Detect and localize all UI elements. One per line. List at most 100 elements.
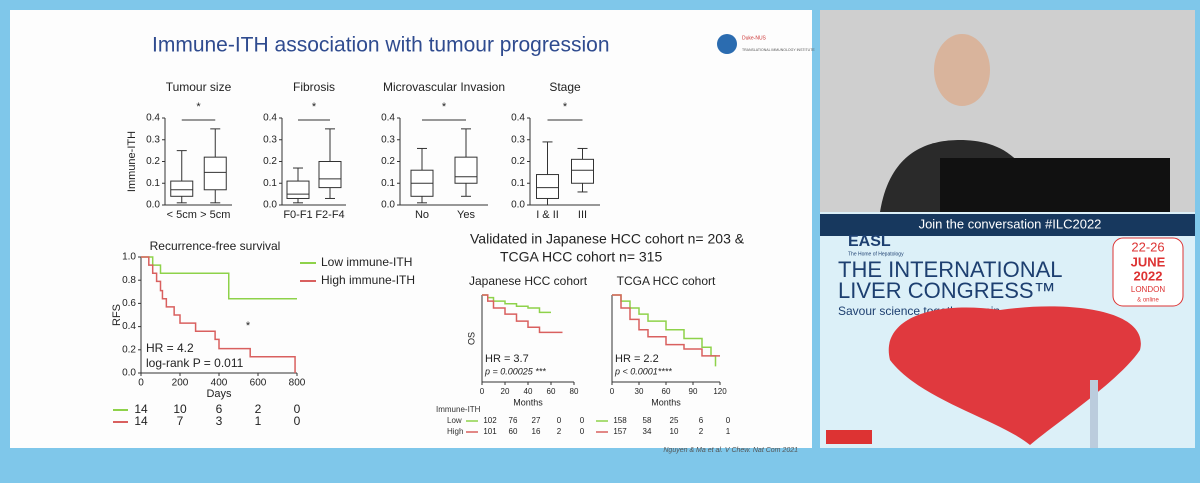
x-axis-label: Months [651,397,681,407]
chart-title: Recurrence-free survival [150,239,281,253]
org: EASL [848,233,891,250]
risk-count: 0 [294,414,301,428]
x-tick-label: 20 [501,387,510,396]
y-tick-label: 0.1 [381,178,395,189]
legend-label: Low immune-ITH [321,255,412,269]
annotation: log-rank P = 0.011 [146,356,244,370]
slide-title: Immune-ITH association with tumour progr… [152,34,610,57]
x-axis-label: Months [513,397,543,407]
risk-count: 3 [216,414,223,428]
survival-curve [141,256,297,300]
risk-count: 0 [580,427,585,436]
x-tick-label: 800 [289,378,306,389]
date: & online [1137,298,1159,304]
hashtag-bar [820,214,1195,236]
risk-count: 34 [643,427,652,436]
risk-count: 14 [134,414,148,428]
box [536,174,559,199]
y-tick-label: 0.2 [381,156,395,167]
chart-title: Fibrosis [293,80,335,94]
validation-text: TCGA HCC cohort n= 315 [500,249,662,265]
chart-title: Microvascular Invasion [383,80,505,94]
x-tick-label: No [415,209,429,221]
x-tick-label: III [578,209,587,221]
risk-count: 0 [557,416,562,425]
risk-count: 0 [726,416,731,425]
y-tick-label: 1.0 [122,252,136,263]
x-tick-label: 600 [250,378,267,389]
date: 2022 [1134,268,1163,283]
x-tick-label: < 5cm [167,209,197,221]
chart-title: TCGA HCC cohort [617,274,716,288]
y-axis-label: RFS [111,304,123,326]
slide [10,10,812,448]
survival-curve [482,294,563,334]
validation-text: Validated in Japanese HCC cohort n= 203 … [470,231,745,247]
liver-illustration [888,306,1141,445]
date-box [1112,237,1184,307]
legend-label: High immune-ITH [321,273,415,287]
survival-curve [141,256,296,373]
box [286,180,310,199]
y-tick-label: 0.4 [511,113,525,124]
x-tick-label: F0-F1 [283,209,312,221]
risk-count: 60 [509,427,518,436]
x-tick-label: 0 [610,387,615,396]
event: THE INTERNATIONAL [838,257,1063,282]
risk-count: 7 [177,414,184,428]
y-tick-label: 0.0 [381,200,395,211]
y-tick-label: 0.0 [122,368,136,379]
date: LONDON [1131,285,1165,294]
x-tick-label: 120 [713,387,727,396]
y-axis-label: OS [466,332,476,345]
y-tick-label: 0.4 [122,321,136,332]
lectern-screen [940,158,1170,212]
risk-group: Low [447,416,462,425]
risk-count: 6 [699,416,704,425]
risk-count: 27 [532,416,541,425]
x-tick-label: 60 [662,387,671,396]
y-tick-label: 0.1 [511,178,525,189]
y-tick-label: 0.6 [122,298,136,309]
y-tick-label: 0.3 [511,134,525,145]
risk-count: 2 [255,402,262,416]
y-tick-label: 0.2 [146,156,160,167]
risk-count: 25 [670,416,679,425]
risk-count: 2 [699,427,704,436]
x-tick-label: 40 [524,387,533,396]
risk-count: 58 [643,416,652,425]
y-tick-label: 0.2 [263,156,277,167]
y-tick-label: 0.4 [381,113,395,124]
x-tick-label: > 5cm [200,209,230,221]
chart-title: Stage [549,80,581,94]
speaker-head [934,34,990,106]
citation: Nguyen & Ma et al. V Chew. Nat Com 2021 [663,447,798,454]
date: JUNE [1131,254,1166,269]
risk-count: 101 [483,427,497,436]
annotation: HR = 4.2 [146,341,194,355]
risk-count: 158 [613,416,627,425]
significance: * [196,101,201,113]
significance: * [442,101,447,113]
chart-title: Japanese HCC cohort [469,274,588,288]
x-tick-label: 200 [172,378,189,389]
y-tick-label: 0.3 [381,134,395,145]
y-tick-label: 0.0 [511,200,525,211]
x-tick-label: I & II [536,209,559,221]
risk-count: 0 [294,402,301,416]
risk-count: 157 [613,427,627,436]
x-axis-label: Days [206,388,232,400]
y-tick-label: 0.0 [263,200,277,211]
y-tick-label: 0.0 [146,200,160,211]
bus [826,430,872,444]
logo-text: TRANSLATIONAL IMMUNOLOGY INSTITUTE [742,48,815,52]
event: LIVER CONGRESS™ [838,278,1056,303]
logo-icon [717,34,737,54]
box [571,158,594,184]
x-tick-label: 30 [635,387,644,396]
significance: * [312,101,317,113]
x-tick-label: Yes [457,209,475,221]
x-tick-label: 0 [138,378,144,389]
risk-count: 102 [483,416,497,425]
